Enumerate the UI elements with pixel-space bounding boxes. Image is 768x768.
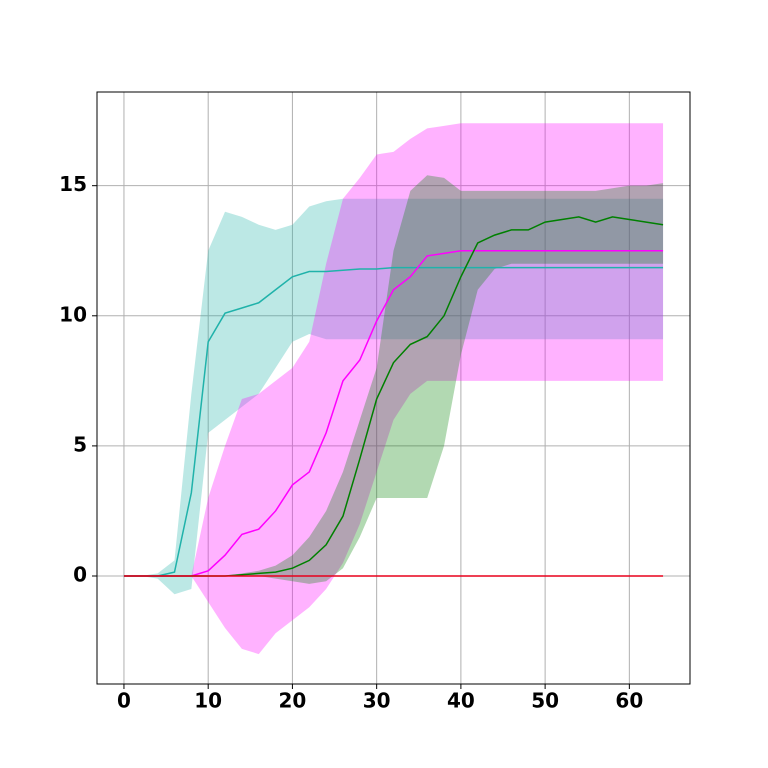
y-tick-label: 10 [59,302,87,326]
line [123,249,664,577]
band [123,198,664,595]
y-tick-label: 0 [73,563,87,587]
x-tick-label: 0 [117,689,131,713]
line [123,266,664,577]
band [123,175,664,584]
y-tick-label: 5 [73,432,87,456]
x-tick-label: 60 [615,689,643,713]
x-tick-label: 50 [531,689,559,713]
band [123,123,664,655]
x-tick-label: 30 [363,689,391,713]
x-tick-label: 40 [447,689,475,713]
y-tick-label: 15 [59,172,87,196]
x-tick-label: 10 [194,689,222,713]
x-tick-label: 20 [278,689,306,713]
plot-frame [96,91,691,685]
